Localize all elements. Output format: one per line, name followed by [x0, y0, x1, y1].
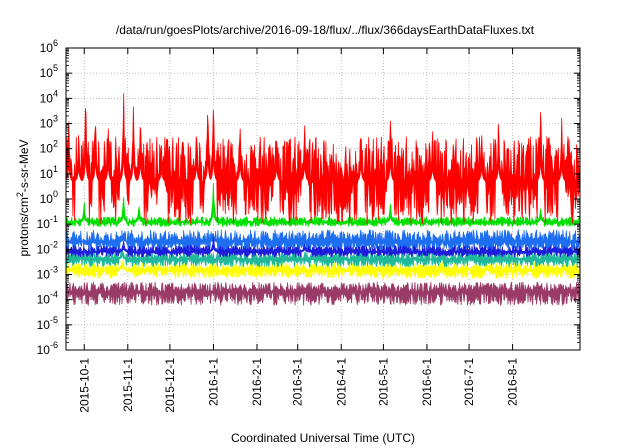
y-axis-label-sup: 2	[15, 192, 25, 197]
y-tick-base: 10	[40, 91, 54, 105]
y-tick-exp: 5	[53, 63, 58, 73]
y-tick-exp: 1	[53, 164, 58, 174]
x-tick-label: 2015-12-1	[163, 358, 177, 413]
y-tick-label: 10-3	[37, 265, 58, 282]
y-tick-exp: 2	[53, 139, 58, 149]
y-tick-exp: 3	[53, 114, 58, 124]
y-tick-label: 10-4	[37, 290, 58, 307]
y-tick-label: 106	[40, 38, 58, 55]
y-tick-base: 10	[40, 142, 54, 156]
y-tick-label: 102	[40, 139, 58, 156]
y-tick-exp: -2	[50, 239, 58, 249]
x-tick-label: 2016-1-1	[207, 358, 221, 406]
y-tick-base: 10	[37, 242, 51, 256]
y-tick-exp: -3	[50, 265, 58, 275]
y-tick-label: 105	[40, 63, 58, 80]
y-tick-label: 10-6	[37, 340, 58, 357]
flux-series-6	[66, 182, 580, 227]
y-tick-base: 10	[40, 117, 54, 131]
y-tick-base: 10	[40, 66, 54, 80]
y-tick-exp: -4	[50, 290, 58, 300]
y-tick-label: 10-2	[37, 239, 58, 256]
x-axis-label: Coordinated Universal Time (UTC)	[231, 431, 415, 445]
x-tick-label: 2016-6-1	[420, 358, 434, 406]
chart-title: /data/run/goesPlots/archive/2016-09-18/f…	[116, 23, 535, 37]
y-tick-base: 10	[37, 217, 51, 231]
y-tick-exp: 6	[53, 38, 58, 48]
y-tick-exp: 0	[53, 189, 58, 199]
x-tick-label: 2016-8-1	[506, 358, 520, 406]
y-tick-label: 10-5	[37, 315, 58, 332]
axis-ticks	[66, 47, 580, 351]
flux-series-5	[66, 236, 580, 258]
y-tick-base: 10	[37, 318, 51, 332]
y-axis-label-base: protons/cm	[17, 197, 31, 256]
y-tick-base: 10	[37, 343, 51, 357]
flux-series-1	[66, 281, 580, 306]
y-tick-exp: 4	[53, 88, 58, 98]
flux-series-3	[66, 246, 580, 268]
y-tick-base: 10	[40, 167, 54, 181]
series-layer	[66, 93, 580, 306]
x-tick-label: 2016-2-1	[250, 358, 264, 406]
y-tick-base: 10	[40, 41, 54, 55]
x-tick-label: 2016-4-1	[334, 358, 348, 406]
x-tick-label: 2016-5-1	[376, 358, 390, 406]
x-axis-tick-labels: 2015-10-1 2015-11-1 2015-12-1 2016-1-1 2016-…	[77, 358, 519, 413]
flux-series-7	[66, 93, 580, 225]
x-tick-label: 2015-10-1	[77, 358, 91, 413]
y-tick-label: 104	[40, 88, 58, 105]
y-tick-label: 103	[40, 114, 58, 131]
y-tick-base: 10	[40, 192, 54, 206]
y-axis-label-rest: -s-sr-MeV	[17, 139, 31, 192]
y-tick-base: 10	[37, 268, 51, 282]
y-tick-exp: -6	[50, 340, 58, 350]
x-tick-label: 2016-3-1	[291, 358, 305, 406]
y-axis-tick-labels: 10-610-510-410-310-210-11001011021031041…	[37, 38, 58, 357]
y-tick-base: 10	[37, 293, 51, 307]
y-tick-label: 10-1	[37, 214, 58, 231]
x-tick-label: 2016-7-1	[462, 358, 476, 406]
flux-series-2	[66, 260, 580, 279]
y-tick-label: 101	[40, 164, 58, 181]
y-tick-exp: -5	[50, 315, 58, 325]
y-tick-exp: -1	[50, 214, 58, 224]
y-tick-label: 100	[40, 189, 58, 206]
x-tick-label: 2015-11-1	[121, 358, 135, 412]
y-axis-label: protons/cm2-s-sr-MeV	[15, 139, 31, 256]
